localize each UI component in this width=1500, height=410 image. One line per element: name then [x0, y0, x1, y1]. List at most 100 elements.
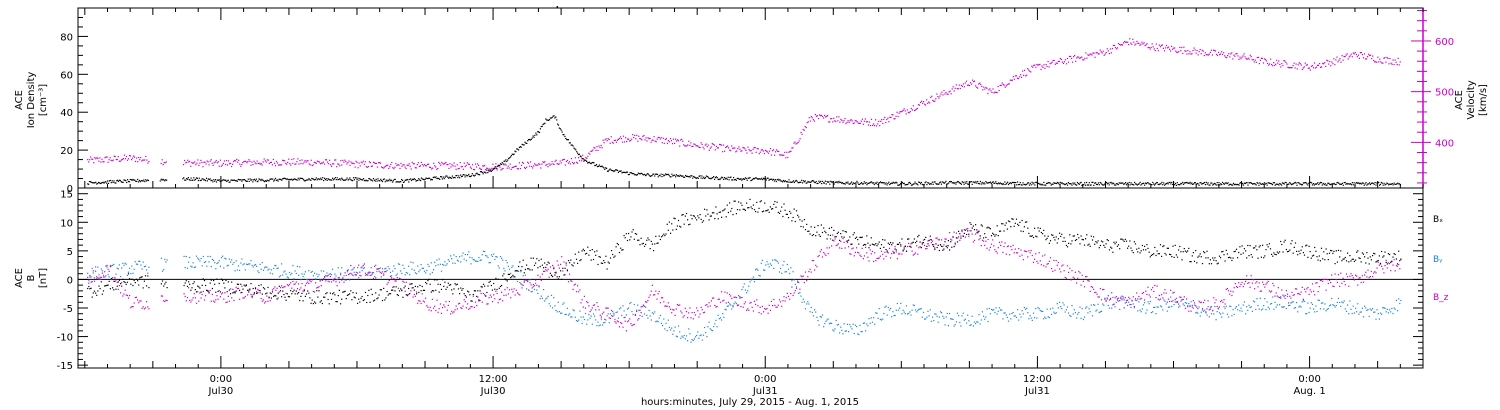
by-point — [596, 325, 598, 327]
velocity-point — [148, 161, 150, 163]
velocity-point — [666, 142, 668, 145]
density-point — [201, 178, 203, 180]
bz-point — [607, 307, 609, 309]
bz-point — [592, 304, 595, 306]
by-point — [245, 263, 247, 265]
by-point — [671, 327, 673, 329]
velocity-point — [1370, 54, 1372, 56]
density-point — [552, 115, 554, 117]
by-point — [1344, 308, 1346, 310]
velocity-point — [1066, 57, 1069, 60]
bz-point — [679, 304, 681, 306]
velocity-point — [944, 93, 946, 95]
density-point — [147, 179, 149, 181]
by-point — [1007, 320, 1010, 322]
by-point — [1122, 298, 1124, 300]
by-point — [129, 267, 131, 269]
density-point — [1329, 183, 1331, 185]
bz-point — [236, 288, 238, 290]
density-point — [1384, 184, 1386, 186]
bz-point — [563, 261, 565, 263]
by-point — [773, 267, 775, 269]
density-point — [990, 182, 992, 185]
bz-point — [721, 291, 723, 293]
by-point — [755, 269, 757, 271]
bz-point — [330, 281, 333, 283]
velocity-point — [346, 163, 348, 165]
by-point — [1165, 303, 1167, 305]
bz-point — [1062, 264, 1064, 266]
bz-point — [444, 306, 446, 308]
density-point — [352, 177, 355, 179]
density-point — [506, 160, 508, 163]
bz-point — [826, 247, 828, 249]
velocity-point — [1170, 50, 1172, 52]
velocity-point — [688, 140, 690, 142]
by-point — [1130, 306, 1132, 309]
velocity-point — [456, 164, 458, 166]
bz-point — [869, 249, 871, 251]
by-point — [1056, 303, 1058, 305]
by-point — [1334, 306, 1336, 308]
bz-point — [832, 234, 834, 236]
density-point — [281, 179, 283, 181]
bz-point — [1322, 280, 1324, 282]
by-point — [1377, 313, 1379, 315]
velocity-point — [658, 136, 660, 139]
bz-point — [1368, 277, 1370, 279]
bz-point — [1328, 279, 1331, 281]
velocity-point — [262, 161, 264, 163]
density-point — [557, 123, 559, 125]
by-point — [1192, 307, 1194, 309]
by-point — [202, 255, 204, 258]
velocity-point — [538, 163, 540, 165]
density-point — [1355, 182, 1357, 184]
density-point — [1064, 184, 1066, 186]
bz-point — [739, 296, 741, 298]
density-point — [693, 175, 695, 178]
bz-point — [529, 282, 531, 284]
bz-point — [702, 312, 705, 314]
density-point — [983, 182, 985, 184]
velocity-point — [622, 135, 625, 137]
velocity-point — [1129, 38, 1131, 40]
by-point — [684, 338, 686, 340]
density-point — [790, 181, 792, 183]
density-point — [461, 175, 463, 177]
density-point — [834, 181, 836, 183]
velocity-point — [592, 149, 594, 151]
density-point — [395, 181, 397, 183]
by-point — [868, 318, 870, 320]
velocity-point — [730, 150, 732, 152]
bz-point — [473, 306, 475, 308]
bz-point — [235, 286, 237, 288]
by-point — [1285, 307, 1287, 310]
bz-point — [429, 306, 431, 309]
bz-point — [558, 267, 560, 269]
bz-point — [600, 316, 602, 318]
by-point — [90, 276, 92, 278]
density-point — [540, 126, 542, 128]
density-point — [254, 178, 256, 180]
by-point — [891, 316, 893, 318]
by-point — [1054, 313, 1056, 315]
bz-point — [1001, 241, 1003, 243]
bz-point — [381, 271, 384, 273]
by-point — [711, 330, 714, 332]
bz-point — [1064, 276, 1066, 278]
bz-point — [671, 312, 673, 314]
density-point — [1072, 182, 1074, 184]
bz-point — [782, 300, 784, 302]
density-point — [218, 179, 220, 181]
velocity-point — [1271, 63, 1273, 66]
bz-point — [225, 301, 227, 304]
density-point — [1190, 183, 1192, 185]
density-point — [1174, 184, 1176, 186]
velocity-point — [766, 151, 768, 153]
bz-point — [626, 321, 629, 323]
density-point — [850, 182, 852, 184]
velocity-point — [1245, 58, 1247, 60]
by-point — [994, 311, 996, 314]
bz-point — [1191, 306, 1193, 308]
velocity-point — [780, 154, 782, 156]
